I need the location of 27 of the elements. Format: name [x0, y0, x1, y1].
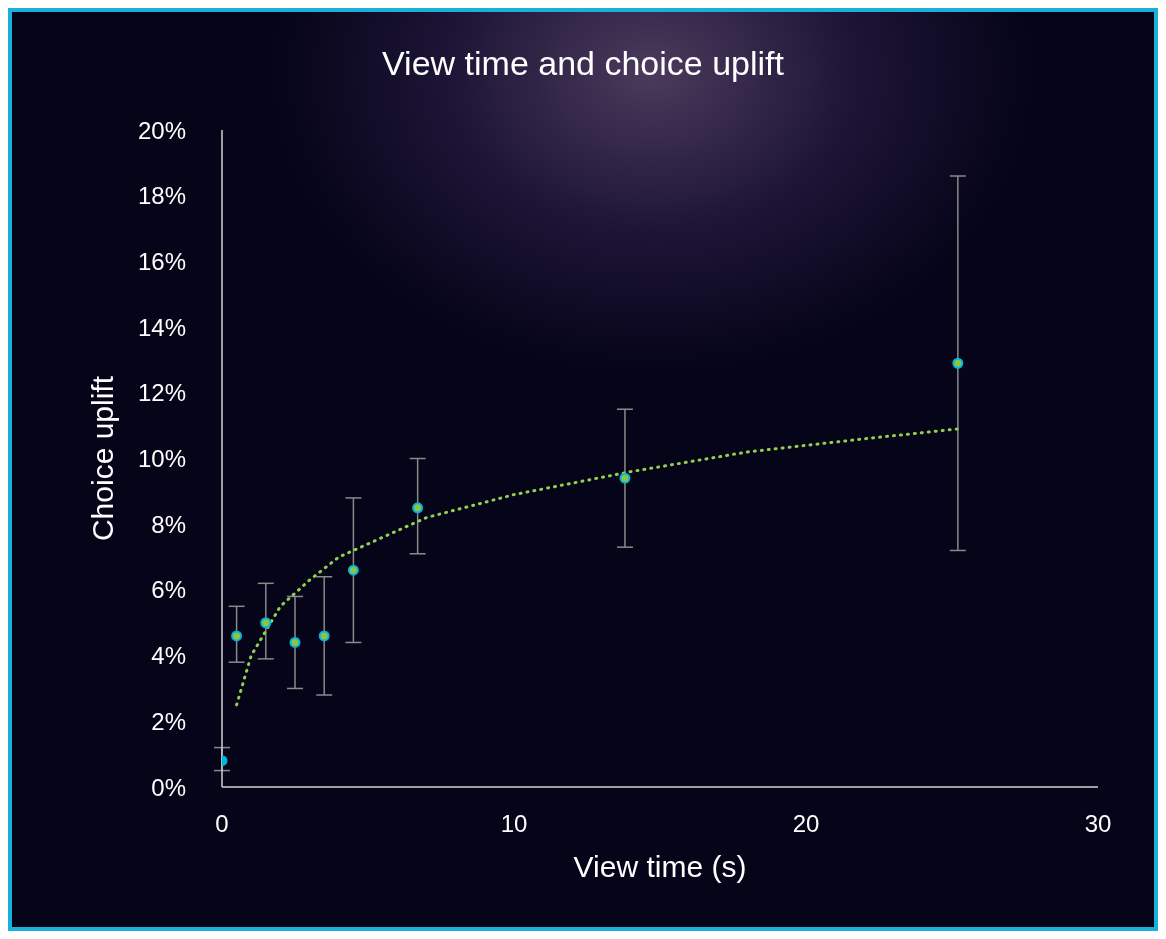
y-tick-label: 12%: [137, 379, 186, 407]
point: [412, 502, 424, 514]
x-tick-label: 30: [1084, 810, 1112, 838]
y-tick-label: 20%: [137, 116, 186, 144]
y-tick-label: 18%: [137, 182, 186, 210]
y-axis-title: Choice uplift: [85, 375, 119, 542]
x-tick-label: 0: [215, 810, 229, 838]
point: [619, 472, 631, 484]
chart-title: View time and choice uplift: [381, 44, 785, 83]
point: [952, 357, 964, 369]
point: [289, 636, 301, 648]
point: [231, 630, 243, 642]
y-tick-label: 2%: [151, 707, 186, 735]
x-axis-title: View time (s): [573, 850, 747, 883]
y-tick-label: 0%: [151, 773, 186, 801]
x-tick-label: 20: [792, 810, 820, 838]
y-tick-label: 16%: [137, 247, 186, 275]
y-tick-label: 14%: [137, 313, 186, 341]
point: [318, 630, 330, 642]
y-tick-label: 4%: [151, 642, 186, 670]
y-tick-label: 6%: [151, 576, 186, 604]
y-tick-label: 10%: [137, 445, 186, 473]
y-tick-label: 8%: [151, 510, 186, 538]
line-series: [235, 427, 960, 707]
x-tick-label: 10: [500, 810, 528, 838]
point: [347, 564, 359, 576]
point: [260, 617, 272, 629]
